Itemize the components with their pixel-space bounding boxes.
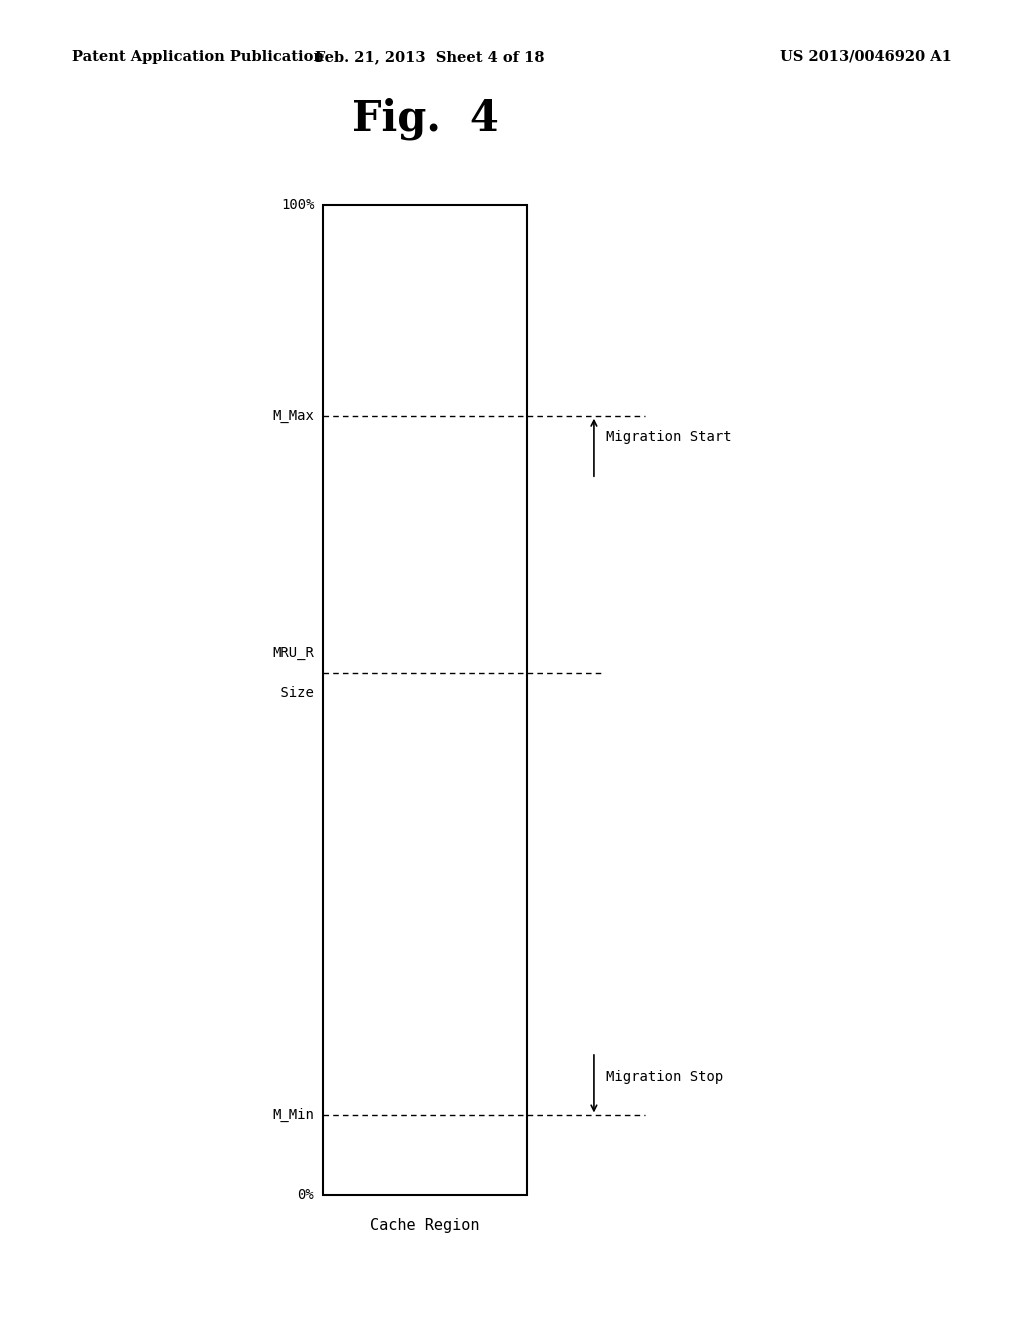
Text: 100%: 100% — [281, 198, 314, 211]
Text: M_Max: M_Max — [272, 409, 314, 422]
Text: Fig.  4: Fig. 4 — [351, 98, 499, 140]
Text: MRU_R: MRU_R — [272, 645, 314, 660]
Text: 0%: 0% — [298, 1188, 314, 1201]
Text: Migration Start: Migration Start — [606, 430, 732, 444]
Text: Feb. 21, 2013  Sheet 4 of 18: Feb. 21, 2013 Sheet 4 of 18 — [315, 50, 545, 63]
Bar — [323, 205, 527, 1195]
Text: M_Min: M_Min — [272, 1109, 314, 1122]
Text: US 2013/0046920 A1: US 2013/0046920 A1 — [780, 50, 952, 63]
Text: Size: Size — [272, 686, 314, 701]
Text: Migration Stop: Migration Stop — [606, 1071, 724, 1084]
Text: Cache Region: Cache Region — [371, 1218, 479, 1233]
Text: Patent Application Publication: Patent Application Publication — [72, 50, 324, 63]
